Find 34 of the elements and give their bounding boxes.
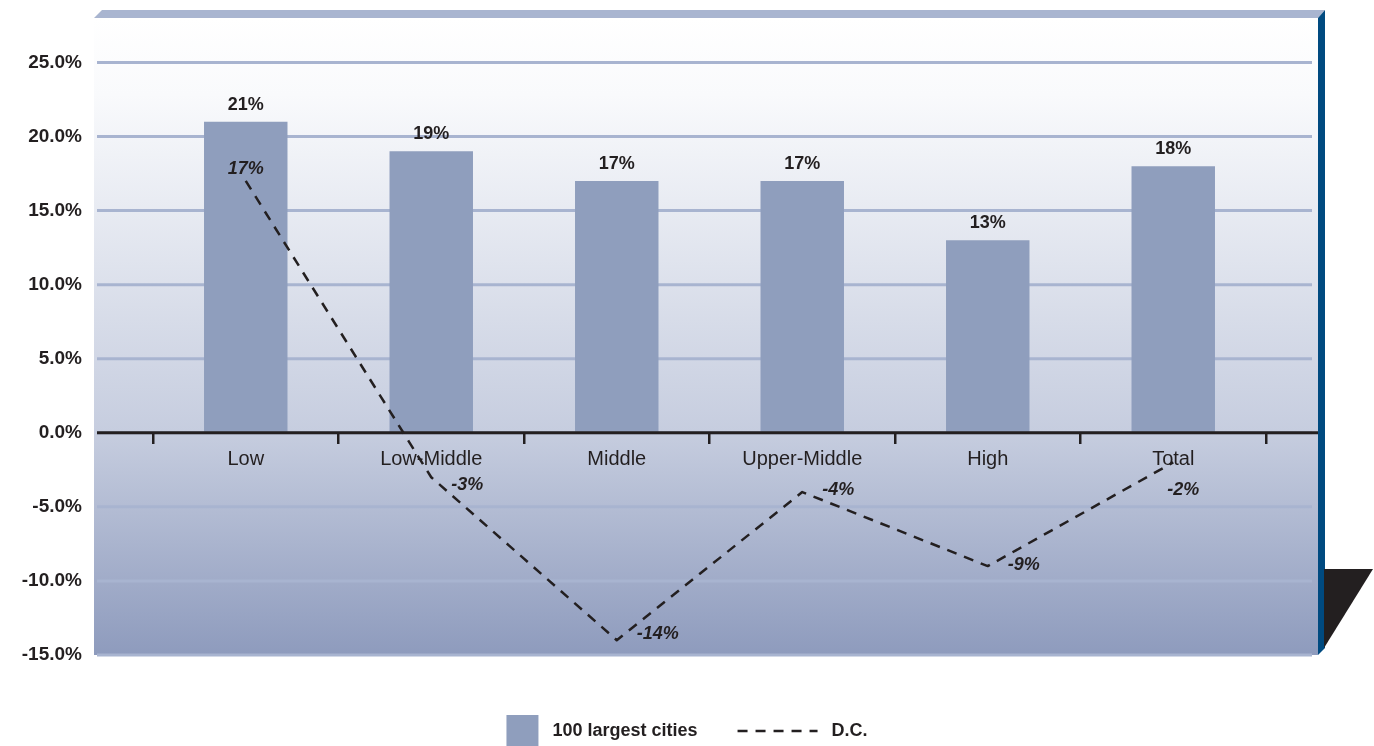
bar [204, 121, 288, 433]
data-label: 17% [598, 152, 635, 173]
y-tick-label: -10.0% [21, 569, 83, 591]
data-label: 21% [227, 93, 264, 114]
bar [575, 180, 659, 433]
y-tick-label: -15.0% [21, 643, 83, 665]
legend-label: D.C. [831, 719, 868, 740]
x-tick-label: Total [1152, 447, 1195, 470]
data-label: 17% [227, 157, 264, 178]
x-tick-label: Upper-Middle [742, 447, 863, 470]
x-tick-label: High [967, 447, 1009, 470]
data-label: -4% [822, 479, 855, 499]
data-label: 13% [969, 212, 1006, 233]
y-tick-label: 10.0% [28, 272, 83, 294]
bar [389, 151, 473, 433]
y-tick-label: 0.0% [38, 421, 83, 443]
bar [946, 240, 1030, 433]
x-tick-label: Low [227, 447, 265, 470]
y-tick-label: 25.0% [28, 50, 83, 72]
bar [760, 180, 844, 433]
data-label: -14% [636, 623, 679, 644]
data-label: -3% [451, 473, 484, 494]
y-tick-label: 15.0% [28, 198, 83, 220]
y-tick-label: 20.0% [28, 124, 83, 146]
data-label: -2% [1167, 479, 1200, 500]
data-label: -9% [1007, 553, 1040, 574]
x-tick-label: Middle [587, 447, 647, 470]
y-tick-label: -5.0% [32, 495, 83, 517]
bar [1131, 166, 1215, 433]
data-label: 18% [1155, 138, 1192, 159]
data-label: 17% [784, 152, 821, 173]
data-label: 19% [413, 123, 450, 144]
legend-label: 100 largest cities [552, 719, 698, 740]
y-tick-label: 5.0% [38, 346, 83, 368]
